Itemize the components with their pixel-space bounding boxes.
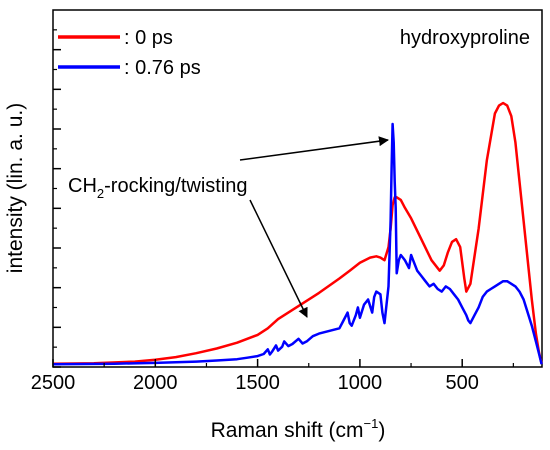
legend: : 0 ps : 0.76 ps <box>58 27 201 79</box>
annotation-sub: 2 <box>97 186 104 201</box>
series-layer <box>52 101 543 366</box>
x-axis-title: Raman shift (cm−1) <box>211 416 386 442</box>
annotation-arrow-rocking <box>249 199 308 318</box>
x-tick-label-500: 500 <box>446 372 479 394</box>
x-axis-title-main: Raman shift (cm <box>211 419 364 442</box>
annotation-arrow-peak <box>239 136 389 161</box>
y-axis-title: intensity (lin. a. u.) <box>4 103 27 273</box>
legend-label-076ps: : 0.76 ps <box>124 57 201 79</box>
x-tick-label-1000: 1000 <box>338 372 383 394</box>
annotation-rest: -rocking/twisting <box>104 175 247 197</box>
legend-label-0ps: : 0 ps <box>124 27 173 49</box>
annotation-label: CH2-rocking/twisting <box>68 175 248 201</box>
annotation-main: CH <box>68 175 97 197</box>
series-line-0 <box>52 101 543 365</box>
ticks-layer: 2500 2000 1500 1000 500 <box>31 29 514 394</box>
sample-label: hydroxyproline <box>400 27 530 49</box>
x-axis-title-end: ) <box>378 419 385 442</box>
x-tick-label-2000: 2000 <box>133 372 178 394</box>
x-axis-title-sup: −1 <box>364 416 379 431</box>
series-line-1 <box>52 122 543 366</box>
x-tick-label-2500: 2500 <box>31 372 76 394</box>
x-tick-label-1500: 1500 <box>235 372 280 394</box>
